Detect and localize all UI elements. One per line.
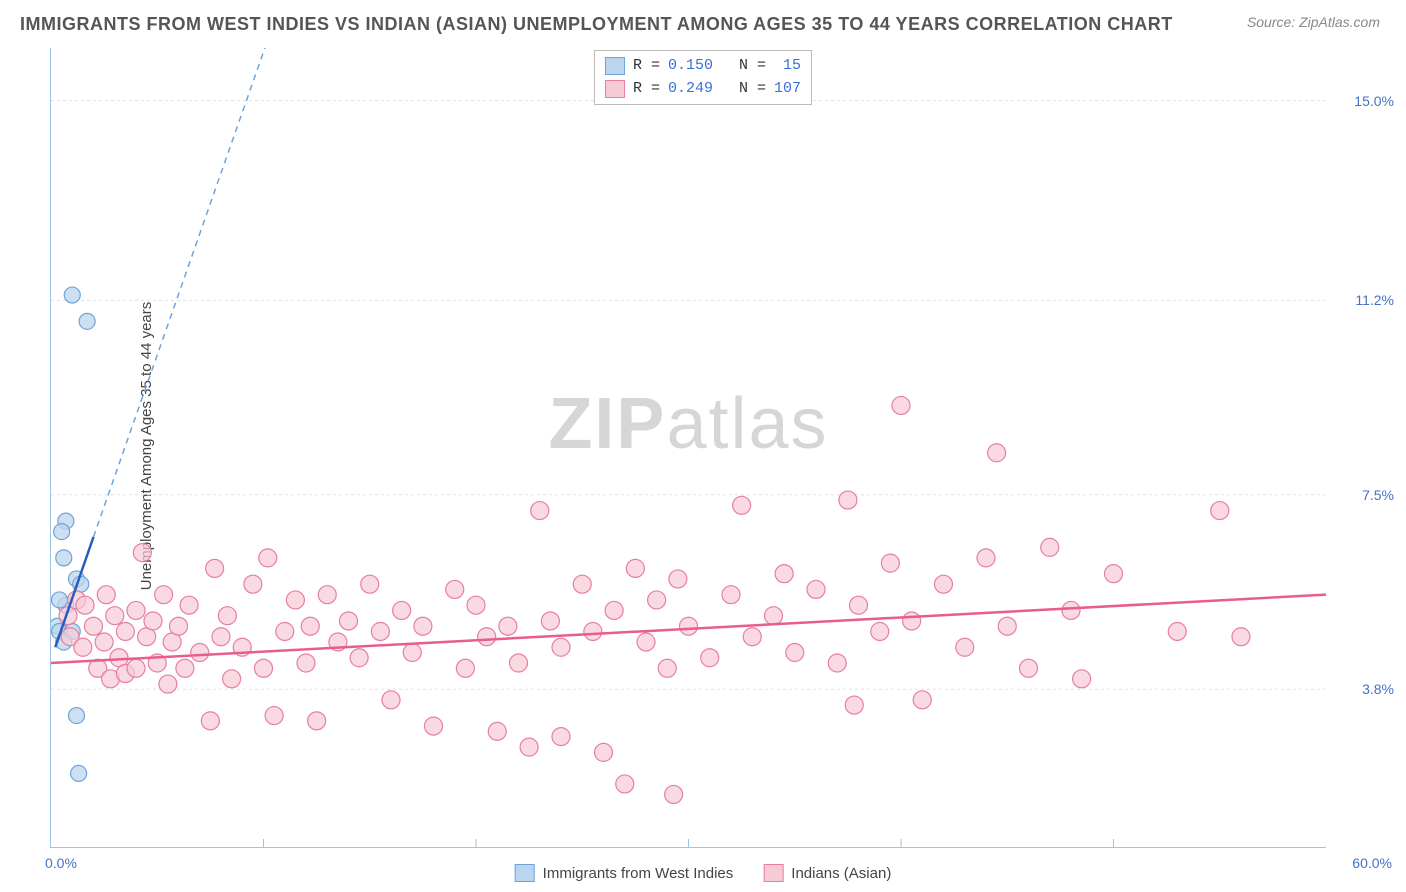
x-tick-label: 60.0% — [1352, 855, 1392, 871]
legend-series-item: Indians (Asian) — [763, 864, 891, 882]
source-label: Source: ZipAtlas.com — [1247, 14, 1380, 30]
x-tick-label: 0.0% — [45, 855, 77, 871]
chart-title: IMMIGRANTS FROM WEST INDIES VS INDIAN (A… — [20, 14, 1173, 35]
plot-area: ZIPatlas 3.8%7.5%11.2%15.0%0.0%60.0% — [50, 48, 1326, 848]
legend-correlation: R = 0.150 N = 15R = 0.249 N = 107 — [594, 50, 812, 105]
legend-series: Immigrants from West Indies Indians (Asia… — [515, 864, 892, 882]
legend-correlation-row: R = 0.150 N = 15 — [605, 55, 801, 78]
legend-swatch — [605, 57, 625, 75]
legend-series-label: Indians (Asian) — [791, 865, 891, 882]
chart-container: IMMIGRANTS FROM WEST INDIES VS INDIAN (A… — [0, 0, 1406, 892]
legend-series-label: Immigrants from West Indies — [543, 865, 734, 882]
legend-series-item: Immigrants from West Indies — [515, 864, 734, 882]
y-tick-label: 11.2% — [1355, 292, 1394, 308]
legend-swatch — [605, 80, 625, 98]
legend-swatch — [763, 864, 783, 882]
legend-swatch — [515, 864, 535, 882]
legend-correlation-row: R = 0.249 N = 107 — [605, 78, 801, 101]
y-tick-label: 3.8% — [1362, 681, 1394, 697]
y-tick-label: 15.0% — [1354, 93, 1394, 109]
plot-svg — [51, 48, 1326, 847]
y-tick-label: 7.5% — [1362, 487, 1394, 503]
